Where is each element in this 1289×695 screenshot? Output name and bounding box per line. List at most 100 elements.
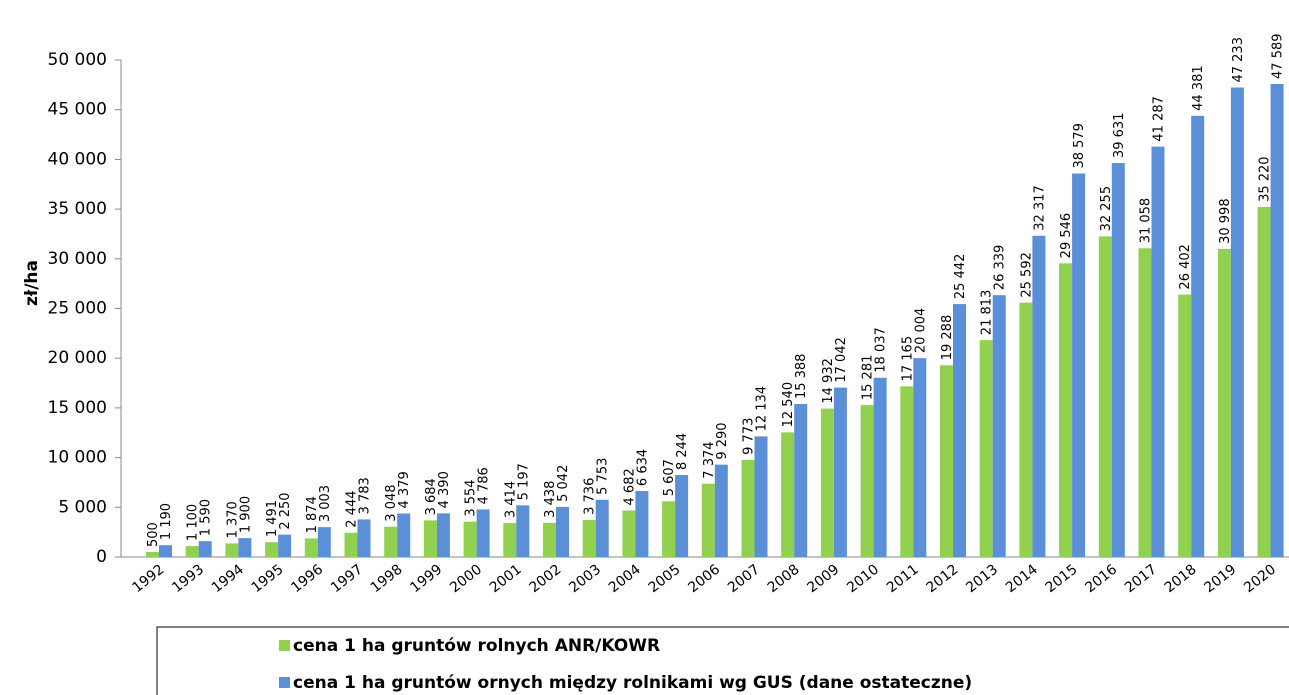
bar — [1217, 248, 1231, 557]
x-tick-label: 2004 — [606, 561, 644, 596]
y-axis-title: zł/ha — [22, 260, 42, 306]
y-tick-label: 30 000 — [48, 249, 107, 269]
bar — [953, 304, 966, 557]
value-label: 3 736 — [583, 478, 598, 515]
bar — [384, 526, 398, 557]
value-label: 3 554 — [464, 479, 479, 516]
bar — [781, 432, 795, 557]
value-label: 26 339 — [993, 245, 1008, 290]
bar — [463, 521, 477, 557]
x-tick-label: 2008 — [765, 562, 803, 597]
value-label: 2 250 — [278, 492, 293, 529]
bar — [225, 543, 239, 557]
y-tick-label: 35 000 — [48, 199, 107, 219]
bar — [1138, 248, 1152, 557]
bar — [1191, 115, 1205, 558]
bar — [833, 387, 847, 557]
value-label: 41 287 — [1152, 96, 1167, 142]
bar — [1098, 236, 1112, 557]
x-tick-label: 2009 — [804, 562, 842, 597]
bar — [1019, 302, 1033, 557]
value-label: 17 042 — [834, 337, 849, 383]
x-tick-label: 1997 — [328, 562, 366, 597]
bar — [1270, 83, 1284, 558]
value-label: 32 317 — [1032, 185, 1047, 231]
x-tick-label: 2006 — [685, 561, 723, 596]
bar — [1230, 87, 1244, 558]
y-tick-label: 15 000 — [48, 398, 107, 418]
y-tick-label: 45 000 — [48, 100, 107, 120]
bar — [357, 519, 371, 557]
x-tick-label: 2005 — [646, 562, 684, 597]
value-label: 30 998 — [1218, 198, 1233, 244]
value-label: 1 590 — [199, 499, 214, 536]
bar — [979, 340, 993, 557]
value-label: 29 546 — [1059, 213, 1074, 259]
value-label: 44 381 — [1191, 65, 1206, 111]
x-tick-label: 2013 — [963, 562, 1001, 597]
bar — [622, 510, 636, 557]
value-label: 38 579 — [1072, 123, 1087, 169]
value-label: 20 004 — [913, 308, 928, 354]
x-tick-label: 2001 — [487, 562, 525, 597]
bar — [278, 534, 292, 557]
bar — [940, 365, 953, 557]
x-tick-label: 2000 — [447, 562, 485, 597]
bar — [516, 505, 530, 557]
y-tick-label: 0 — [96, 547, 107, 567]
value-label: 9 290 — [715, 422, 730, 459]
x-tick-label: 1995 — [249, 562, 287, 597]
bar — [662, 501, 676, 557]
bar — [556, 506, 569, 557]
bar — [397, 513, 411, 557]
value-label: 3 783 — [358, 477, 373, 514]
value-label: 5 197 — [516, 463, 531, 500]
value-label: 12 134 — [755, 386, 770, 432]
x-tick-label: 1994 — [209, 561, 247, 596]
bar — [159, 545, 172, 557]
value-label: 26 402 — [1178, 244, 1193, 290]
bar — [198, 541, 212, 557]
value-label: 47 233 — [1231, 37, 1246, 83]
value-label: 21 813 — [980, 290, 995, 335]
bar — [992, 295, 1006, 557]
value-label: 3 003 — [318, 485, 333, 522]
bar — [146, 552, 159, 557]
x-tick-label: 2015 — [1043, 562, 1081, 597]
bar — [675, 475, 689, 557]
bar — [1111, 163, 1125, 557]
y-tick-label: 50 000 — [48, 50, 107, 70]
bar — [794, 404, 808, 557]
x-tick-label: 2002 — [527, 562, 565, 597]
bar — [1178, 294, 1192, 557]
value-label: 1 900 — [238, 496, 253, 533]
value-label: 39 631 — [1112, 113, 1127, 159]
x-tick-label: 2012 — [924, 562, 962, 597]
value-label: 14 932 — [821, 358, 836, 404]
x-tick-label: 2017 — [1122, 562, 1160, 597]
bar — [423, 520, 437, 557]
value-label: 1 190 — [159, 503, 174, 540]
bar — [582, 519, 596, 557]
x-tick-label: 1993 — [169, 562, 207, 597]
bar — [595, 499, 609, 557]
y-tick-label: 10 000 — [48, 448, 107, 468]
value-label: 25 592 — [1019, 252, 1034, 298]
bar — [900, 386, 914, 557]
legend-label: cena 1 ha gruntów ornych między rolnikam… — [293, 673, 972, 693]
x-tick-label: 1998 — [368, 562, 406, 597]
bar — [1257, 206, 1271, 557]
legend-swatch — [279, 677, 290, 688]
value-label: 31 058 — [1139, 198, 1154, 244]
bar — [238, 538, 252, 557]
value-label: 500 — [146, 522, 161, 547]
bar — [741, 459, 755, 557]
value-label: 47 589 — [1271, 33, 1286, 79]
value-label: 1 491 — [265, 500, 280, 537]
bar — [1059, 263, 1073, 557]
x-tick-label: 2020 — [1241, 562, 1279, 597]
value-label: 32 255 — [1099, 186, 1114, 232]
bar — [701, 483, 715, 557]
value-label: 4 390 — [437, 471, 452, 508]
